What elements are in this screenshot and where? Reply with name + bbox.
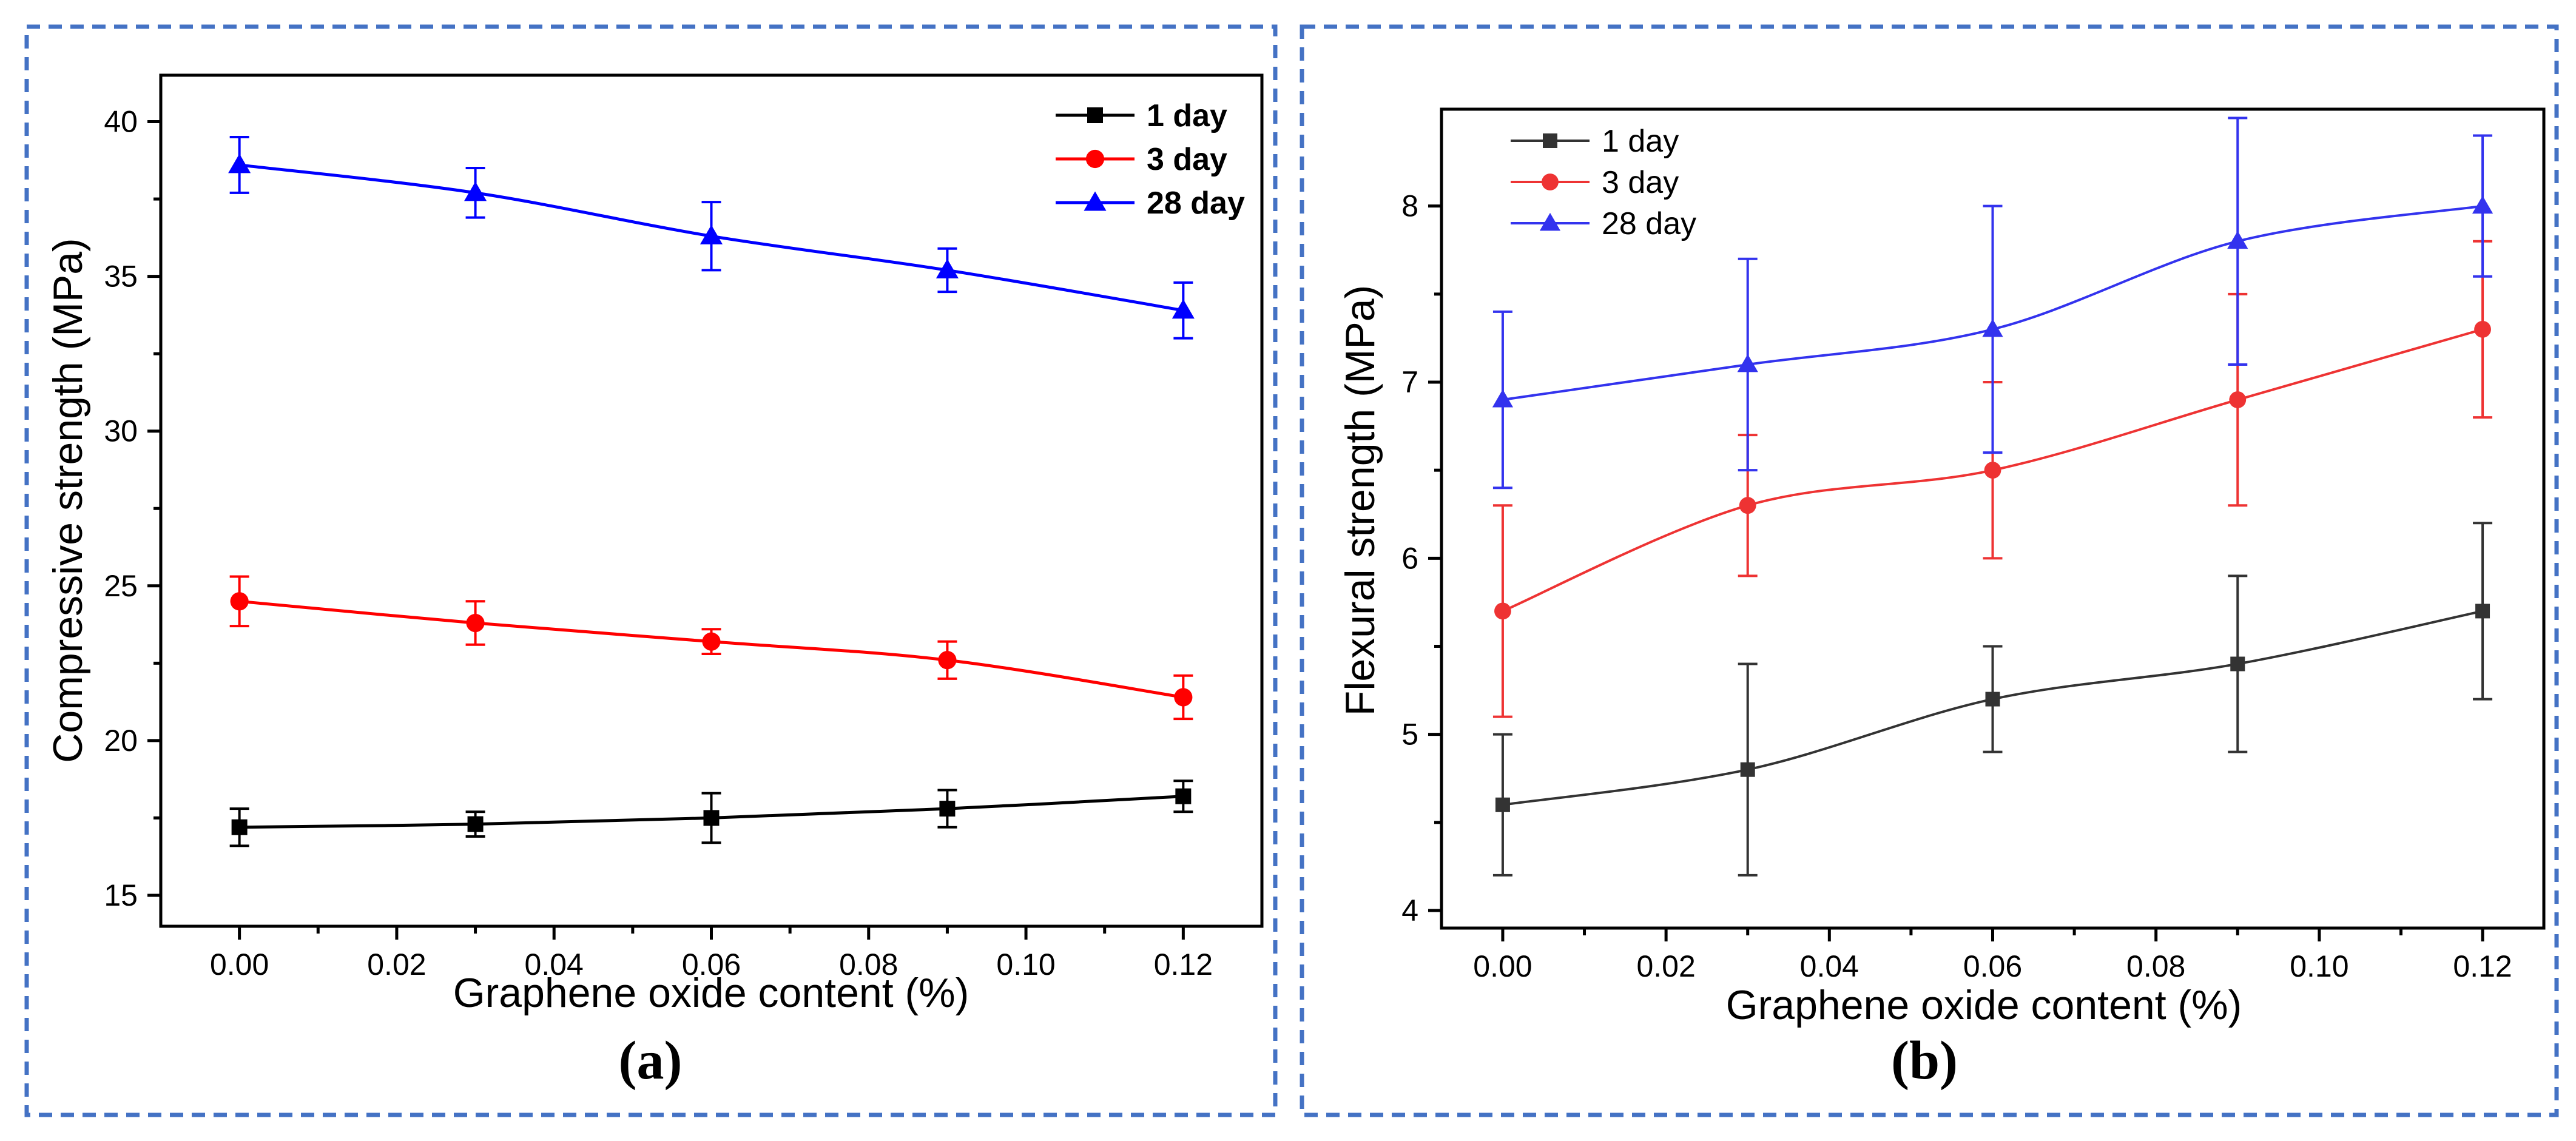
x-tick-label-a-1: 0.02 — [367, 947, 426, 981]
x-tick-label-b-5: 0.10 — [2290, 949, 2348, 983]
x-tick-label-a-3: 0.06 — [682, 947, 741, 981]
legend-entry-a-1: 3 day — [1056, 142, 1227, 177]
panel-b-frame — [1300, 24, 2559, 1117]
legend-marker-b-1 — [1542, 173, 1559, 190]
data-point-b-1-2 — [1984, 462, 2001, 479]
legend-label-b-2: 28 day — [1602, 206, 1696, 241]
chart-compressive-strength: 0.00 0.02 0.04 0.06 0.08 0.10 0.12 15 20 25 30 35 4… — [45, 73, 1264, 1091]
y-tick-label-b-3: 7 — [1401, 365, 1418, 399]
markers-a — [228, 153, 1195, 835]
legend-label-a-1: 3 day — [1147, 142, 1227, 177]
data-point-b-0-1 — [1740, 762, 1755, 777]
data-point-a-1-1 — [466, 613, 485, 633]
data-point-b-2-1 — [1737, 354, 1758, 372]
data-point-b-1-1 — [1739, 497, 1756, 514]
y-tick-label-a-1: 20 — [104, 724, 138, 758]
panel-a-frame — [24, 24, 1278, 1117]
data-point-b-1-3 — [2229, 391, 2247, 408]
data-point-b-0-4 — [2475, 604, 2490, 619]
y-tick-label-a-0: 15 — [104, 878, 138, 912]
data-point-b-0-0 — [1495, 797, 1510, 812]
legend-entry-a-0: 1 day — [1056, 98, 1227, 133]
x-tick-label-a-0: 0.00 — [210, 947, 269, 981]
data-point-b-2-2 — [1982, 318, 2003, 337]
y-tick-label-a-2: 25 — [104, 569, 138, 603]
y-tick-label-b-2: 6 — [1401, 541, 1418, 575]
y-tick-label-b-1: 5 — [1401, 718, 1418, 752]
legend-label-a-2: 28 day — [1147, 186, 1245, 221]
y-axis-a: 15 20 25 30 35 40 — [104, 105, 161, 912]
data-point-b-2-3 — [2227, 231, 2248, 249]
legend-marker-a-0 — [1087, 107, 1103, 123]
data-point-b-1-4 — [2474, 320, 2491, 338]
x-tick-label-b-1: 0.02 — [1636, 949, 1695, 983]
x-tick-label-b-4: 0.08 — [2126, 949, 2185, 983]
data-point-a-1-3 — [938, 651, 957, 670]
legend-marker-b-2 — [1539, 212, 1561, 231]
legend-marker-a-2 — [1084, 191, 1107, 211]
legend-b: 1 day 3 day 28 day — [1511, 124, 1696, 241]
x-tick-label-b-0: 0.00 — [1473, 949, 1532, 983]
legend-entry-a-2: 28 day — [1056, 186, 1245, 221]
x-axis-b: 0.00 0.02 0.04 0.06 0.08 0.10 0.12 — [1473, 928, 2512, 983]
y-axis-title-b: Flexural strength (MPa) — [1337, 285, 1383, 716]
x-axis-title-b: Graphene oxide content (%) — [1726, 982, 2242, 1028]
legend-entry-b-0: 1 day — [1511, 124, 1679, 159]
data-point-a-1-0 — [230, 592, 249, 611]
panel-label-b: (b) — [1891, 1031, 1958, 1091]
legend-label-a-0: 1 day — [1147, 98, 1227, 133]
y-tick-label-a-3: 30 — [104, 414, 138, 448]
y-tick-label-a-5: 40 — [104, 105, 138, 139]
data-point-a-0-2 — [703, 810, 720, 826]
y-tick-label-b-4: 8 — [1401, 189, 1418, 223]
markers-b — [1492, 195, 2493, 812]
data-point-a-0-0 — [231, 819, 248, 835]
y-tick-label-a-4: 35 — [104, 260, 138, 294]
legend-entry-b-1: 3 day — [1511, 165, 1679, 200]
x-tick-label-b-3: 0.06 — [1963, 949, 2022, 983]
legend-a: 1 day 3 day 28 day — [1056, 98, 1245, 221]
data-point-a-2-1 — [464, 181, 487, 201]
data-point-a-2-3 — [936, 258, 959, 278]
data-point-a-0-4 — [1175, 788, 1192, 804]
data-point-a-1-2 — [702, 632, 721, 651]
data-point-b-2-4 — [2472, 195, 2493, 214]
x-tick-label-a-6: 0.12 — [1154, 947, 1213, 981]
legend-marker-a-1 — [1085, 149, 1105, 169]
chart-flexural-strength: 0.00 0.02 0.04 0.06 0.08 0.10 0.12 4 5 6 7 8 1 day… — [1337, 107, 2546, 1091]
data-point-b-0-2 — [1985, 692, 2000, 707]
data-point-a-2-2 — [700, 224, 723, 244]
legend-label-b-0: 1 day — [1602, 124, 1679, 159]
data-point-b-0-3 — [2230, 656, 2245, 671]
panel-label-a: (a) — [619, 1031, 683, 1091]
legend-marker-b-0 — [1543, 133, 1557, 148]
x-tick-label-a-5: 0.10 — [996, 947, 1055, 981]
x-tick-label-a-2: 0.04 — [525, 947, 584, 981]
x-axis-a: 0.00 0.02 0.04 0.06 0.08 0.10 0.12 — [210, 926, 1213, 981]
legend-label-b-1: 3 day — [1602, 165, 1679, 200]
y-axis-b: 4 5 6 7 8 — [1401, 189, 1441, 927]
legend-entry-b-2: 28 day — [1511, 206, 1696, 241]
data-point-a-0-1 — [467, 816, 484, 832]
y-tick-label-b-0: 4 — [1401, 894, 1418, 927]
data-point-b-1-0 — [1494, 602, 1511, 620]
y-axis-title-a: Compressive strength (MPa) — [45, 238, 91, 762]
data-point-a-0-3 — [939, 801, 956, 817]
data-point-a-1-4 — [1174, 688, 1193, 707]
data-point-a-2-4 — [1172, 299, 1195, 319]
x-tick-label-b-6: 0.12 — [2453, 949, 2512, 983]
data-point-b-2-0 — [1492, 389, 1514, 408]
data-point-a-2-0 — [228, 153, 251, 173]
x-tick-label-b-2: 0.04 — [1800, 949, 1859, 983]
x-tick-label-a-4: 0.08 — [839, 947, 898, 981]
x-axis-title-a: Graphene oxide content (%) — [453, 970, 969, 1016]
